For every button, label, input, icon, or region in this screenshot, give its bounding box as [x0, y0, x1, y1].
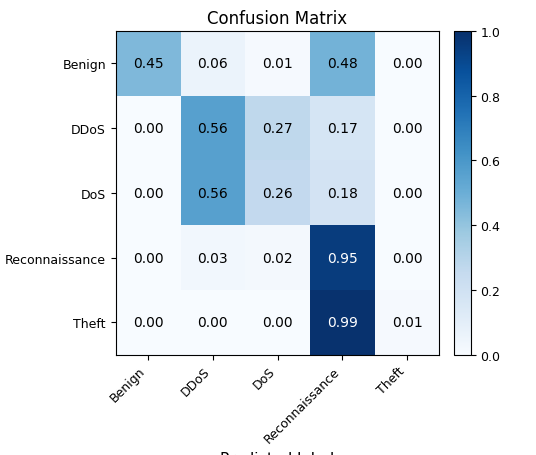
Text: 0.00: 0.00: [197, 316, 228, 329]
X-axis label: Predicted label: Predicted label: [220, 450, 334, 455]
Text: 0.17: 0.17: [327, 122, 358, 136]
Text: 0.27: 0.27: [262, 122, 293, 136]
Text: 0.00: 0.00: [392, 57, 422, 71]
Text: 0.00: 0.00: [133, 316, 163, 329]
Text: 0.56: 0.56: [197, 187, 228, 200]
Text: 0.03: 0.03: [197, 251, 228, 265]
Text: 0.00: 0.00: [262, 316, 293, 329]
Text: 0.48: 0.48: [327, 57, 358, 71]
Text: 0.00: 0.00: [133, 187, 163, 200]
Text: 0.00: 0.00: [392, 251, 422, 265]
Text: 0.95: 0.95: [327, 251, 358, 265]
Text: 0.00: 0.00: [133, 122, 163, 136]
Text: 0.45: 0.45: [133, 57, 163, 71]
Text: 0.00: 0.00: [392, 187, 422, 200]
Text: 0.00: 0.00: [392, 122, 422, 136]
Text: 0.56: 0.56: [197, 122, 228, 136]
Text: 0.26: 0.26: [262, 187, 293, 200]
Text: 0.06: 0.06: [197, 57, 228, 71]
Text: 0.01: 0.01: [262, 57, 293, 71]
Title: Confusion Matrix: Confusion Matrix: [207, 10, 347, 27]
Text: 0.00: 0.00: [133, 251, 163, 265]
Text: 0.18: 0.18: [327, 187, 358, 200]
Text: 0.02: 0.02: [262, 251, 293, 265]
Text: 0.99: 0.99: [327, 316, 358, 329]
Text: 0.01: 0.01: [392, 316, 422, 329]
